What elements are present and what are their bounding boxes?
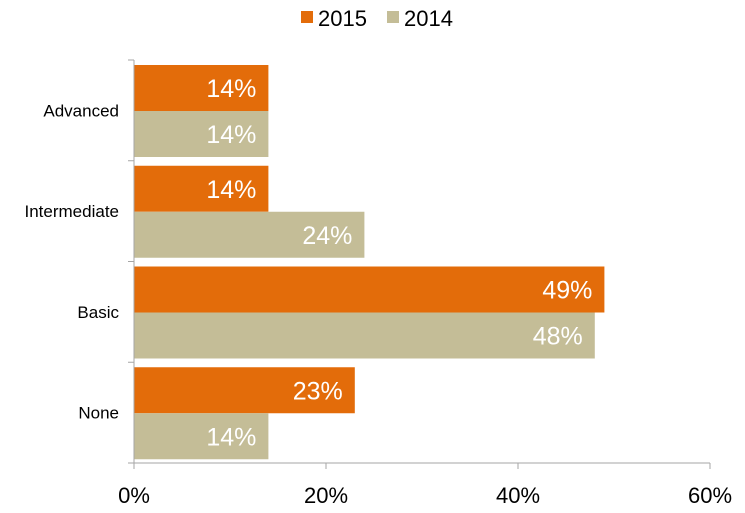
data-label-basic-2015: 49% [542, 277, 592, 305]
bar-intermediate-2014 [134, 211, 365, 258]
data-label-none-2014: 14% [206, 423, 256, 451]
category-label-none: None [78, 404, 119, 423]
category-label-basic: Basic [77, 303, 119, 322]
data-label-none-2015: 23% [293, 377, 343, 405]
bar-none-2014 [134, 413, 269, 460]
bar-basic-2015 [134, 266, 605, 313]
bars: 14% 14% 14% 24% 49% 48% 23% 14% [134, 65, 605, 460]
x-tick-label-40: 40% [496, 483, 540, 508]
bar-advanced-2015 [134, 65, 269, 111]
bar-intermediate-2015 [134, 165, 269, 212]
bar-advanced-2014 [134, 111, 269, 157]
x-tick-label-0: 0% [118, 483, 150, 508]
x-tick-label-20: 20% [304, 483, 348, 508]
data-label-advanced-2015: 14% [206, 75, 256, 103]
bar-basic-2014 [134, 312, 595, 359]
x-tick-label-60: 60% [688, 483, 732, 508]
legend-label-2014: 2014 [404, 6, 453, 31]
legend: 2015 2014 [301, 6, 453, 31]
bar-none-2015 [134, 367, 355, 414]
data-label-intermediate-2014: 24% [302, 222, 352, 250]
data-label-advanced-2014: 14% [206, 121, 256, 149]
data-label-basic-2014: 48% [533, 323, 583, 351]
axes: Advanced Intermediate Basic None 0% 20% 40% 60% [25, 59, 732, 508]
category-label-advanced: Advanced [43, 101, 119, 120]
data-label-intermediate-2015: 14% [206, 176, 256, 204]
category-label-intermediate: Intermediate [25, 202, 120, 221]
legend-swatch-2015 [301, 11, 313, 23]
legend-label-2015: 2015 [318, 6, 367, 31]
legend-swatch-2014 [387, 11, 399, 23]
